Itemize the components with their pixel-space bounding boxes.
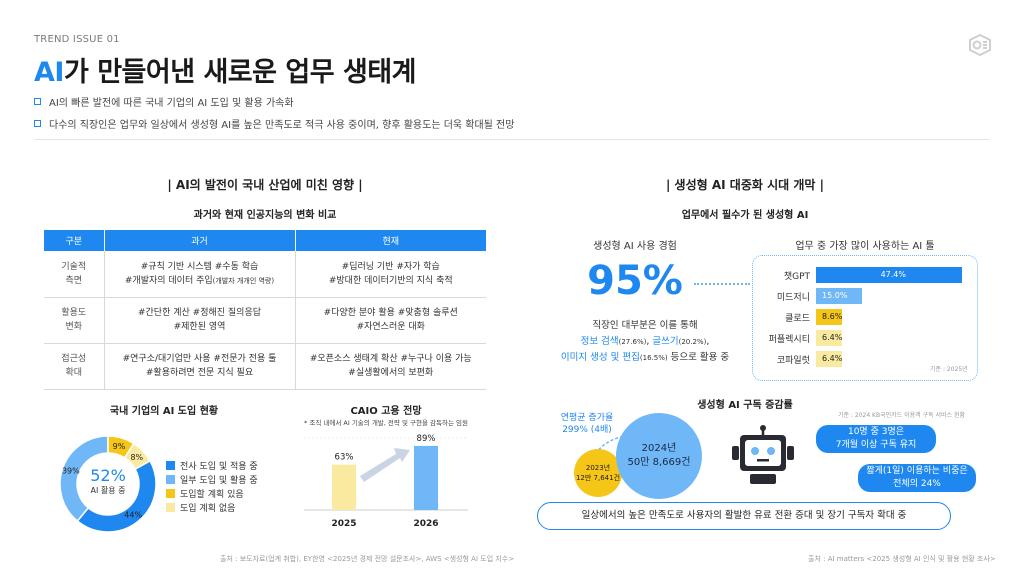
- bullet-square-icon: [34, 120, 41, 127]
- right-section-title: | 생성형 AI 대중화 시대 개막 |: [666, 178, 824, 192]
- row-past: #규칙 기반 시스템 #수동 학습 #개발자의 데이터 주입(개발자 개개인 역량…: [103, 251, 295, 298]
- callout-short-term: 짧게(1일) 이용하는 비중은 전체의 24%: [858, 464, 976, 492]
- tool-label: 챗GPT: [783, 271, 810, 282]
- title-rest: 가 만들어낸 새로운 업무 생태계: [63, 57, 417, 88]
- donut-slice: [123, 442, 152, 471]
- divider: [34, 139, 990, 140]
- issue-label: TREND ISSUE 01: [34, 34, 120, 45]
- legend-item: 도입 계획 없음: [166, 500, 258, 514]
- tool-bar: 6.4%: [816, 330, 842, 346]
- comparison-table: 구분 과거 현재 기술적 측면 #규칙 기반 시스템 #수동 학습 #개발자의 데이…: [44, 230, 486, 390]
- legend-item: 일부 도입 및 활용 중: [166, 472, 258, 486]
- legend-label: 일부 도입 및 활용 중: [180, 475, 258, 486]
- left-source: 출처 : 보도자료(업계 취합), EY한영 <2025년 경제 전망 설문조사…: [220, 555, 515, 563]
- row-category: 접근성 확대: [44, 343, 104, 390]
- bubble-2023: 2023년 12만 7,641건: [574, 449, 622, 497]
- caio-category-label: 2026: [413, 519, 438, 529]
- legend-label: 도입 계획 없음: [180, 503, 236, 514]
- logo-icon: [969, 33, 991, 56]
- row-category: 기술적 측면: [44, 251, 104, 298]
- donut-center-label: AI 활용 중: [90, 486, 126, 495]
- row-now: #딥러닝 기반 #자가 학습 #방대한 데이터기반의 지식 축적: [294, 251, 486, 298]
- donut-center: 52% AI 활용 중: [56, 466, 160, 496]
- tool-bar-row: 코파일럿 6.4%: [756, 350, 962, 368]
- tool-label: 코파일럿: [776, 355, 810, 366]
- tools-title: 업무 중 가장 많이 사용하는 AI 툴: [795, 241, 935, 252]
- tool-bar-row: 미드저니 15.0%: [756, 287, 962, 305]
- growth-arrow-icon: [360, 448, 410, 482]
- table-row: 활용도 변화 #간단한 계산 #정해진 질의응답 #제한된 영역 #다양한 분야 활…: [44, 297, 486, 344]
- tool-bar: 15.0%: [816, 288, 863, 304]
- donut-slice-label: 8%: [130, 453, 143, 462]
- title-ai: AI: [34, 57, 64, 88]
- tools-basis: 기준 : 2025년: [930, 366, 968, 373]
- row-now: #다양한 분야 활용 #맞춤형 솔루션 #자연스러운 대화: [294, 297, 486, 344]
- table-title: 과거와 현재 인공지능의 변화 비교: [193, 210, 337, 221]
- tool-bar: 6.4%: [816, 351, 842, 367]
- tool-label: 미드저니: [776, 292, 810, 303]
- row-past: #연구소/대기업만 사용 #전문가 전용 툴 #활용하려면 전문 지식 필요: [103, 343, 295, 390]
- robot-icon: [732, 425, 794, 484]
- legend-swatch: [166, 460, 175, 470]
- usage-title: 생성형 AI 사용 경험: [593, 241, 677, 252]
- donut-center-value: 52%: [90, 466, 126, 485]
- caio-bar-chart: 63% 2025 89% 2026: [304, 434, 468, 529]
- row-category: 활용도 변화: [44, 297, 104, 344]
- legend-label: 전사 도입 및 적용 중: [180, 461, 258, 472]
- legend-swatch: [166, 488, 175, 498]
- caio-bar: [332, 464, 356, 510]
- donut-slice-label: 9%: [113, 442, 126, 451]
- bubble-2024: 2024년 50만 8,669건: [616, 413, 702, 499]
- tool-bar: 47.4%: [816, 267, 962, 283]
- bullet-2: 다수의 직장인은 업무와 일상에서 생성형 AI를 높은 만족도로 적극 사용 …: [34, 116, 514, 131]
- bullet-1: AI의 빠른 발전에 따른 국내 기업의 AI 도입 및 활용 가속화: [34, 94, 294, 109]
- adoption-donut-chart: 44% 39% 9% 8%: [59, 435, 157, 533]
- right-sub-title: 업무에서 필수가 된 생성형 AI: [681, 210, 809, 221]
- row-now: #오픈소스 생태계 확산 #누구나 이용 가능 #실생활에서의 보편화: [294, 343, 486, 390]
- usage-connector: [694, 283, 750, 285]
- legend-item: 도입할 계획 있음: [166, 486, 258, 500]
- table-row: 접근성 확대 #연구소/대기업만 사용 #전문가 전용 툴 #활용하려면 전문 지식…: [44, 343, 486, 390]
- legend-swatch: [166, 502, 175, 512]
- tool-label: 퍼플렉시티: [768, 334, 810, 345]
- adoption-title: 국내 기업의 AI 도입 현황: [109, 406, 219, 417]
- tools-bar-chart: 챗GPT 47.4% 미드저니 15.0% 클로드 8.6% 퍼플렉시티 6.4% 코파일럿 6.…: [756, 266, 962, 371]
- growth-rate: 연평균 증가율 299% (4배): [560, 413, 614, 435]
- usage-value: 95%: [587, 258, 683, 304]
- table-row: 기술적 측면 #규칙 기반 시스템 #수동 학습 #개발자의 데이터 주입(개발자 …: [44, 251, 486, 298]
- right-source: 출처 : AI matters <2025 생성형 AI 인식 및 활용 현황 …: [808, 555, 996, 563]
- tool-label: 클로드: [785, 313, 810, 324]
- page-title: AI가 만들어낸 새로운 업무 생태계: [34, 50, 416, 89]
- caio-bar-label: 89%: [417, 434, 436, 444]
- subscription-title: 생성형 AI 구독 증감률: [697, 400, 793, 411]
- legend-item: 전사 도입 및 적용 중: [166, 458, 258, 472]
- tool-bar: 8.6%: [816, 309, 843, 325]
- tool-bar-row: 챗GPT 47.4%: [756, 266, 962, 284]
- callout-long-term: 10명 중 3명은 7개월 이상 구독 유지: [816, 425, 936, 453]
- tool-bar-row: 퍼플렉시티 6.4%: [756, 329, 962, 347]
- donut-slice-label: 39%: [62, 467, 80, 476]
- left-section-title: | AI의 발전이 국내 산업에 미친 영향 |: [167, 178, 363, 192]
- table-header-past: 과거: [104, 230, 296, 251]
- bullet-text: AI의 빠른 발전에 따른 국내 기업의 AI 도입 및 활용 가속화: [49, 98, 294, 109]
- row-past: #간단한 계산 #정해진 질의응답 #제한된 영역: [103, 297, 295, 344]
- subscription-basis: 기준 : 2024 KB국민카드 이용객 구독 서비스 현황: [838, 412, 966, 419]
- bullet-square-icon: [34, 98, 41, 105]
- subscription-summary: 일상에서의 높은 만족도로 사용자의 활발한 유료 전환 증대 및 장기 구독자…: [537, 502, 951, 530]
- bullet-text: 다수의 직장인은 업무와 일상에서 생성형 AI를 높은 만족도로 적극 사용 …: [49, 120, 515, 131]
- tool-bar-row: 클로드 8.6%: [756, 308, 962, 326]
- legend-label: 도입할 계획 있음: [180, 489, 244, 500]
- caio-note: * 조직 내에서 AI 기술의 개발, 전략 및 구현을 감독하는 임원: [304, 419, 468, 427]
- tools-box: [752, 255, 978, 381]
- legend-swatch: [166, 474, 175, 484]
- caio-category-label: 2025: [331, 519, 356, 529]
- caio-title: CAIO 고용 전망: [350, 406, 422, 417]
- table-header-now: 현재: [295, 230, 486, 251]
- usage-description: 직장인 대부분은 이를 통해 정보 검색(27.6%), 글쓰기(20.2%),…: [560, 320, 730, 363]
- caio-bar: [414, 445, 438, 510]
- table-header-category: 구분: [44, 230, 105, 251]
- caio-bar-label: 63%: [335, 453, 354, 463]
- donut-slice-label: 44%: [124, 510, 142, 519]
